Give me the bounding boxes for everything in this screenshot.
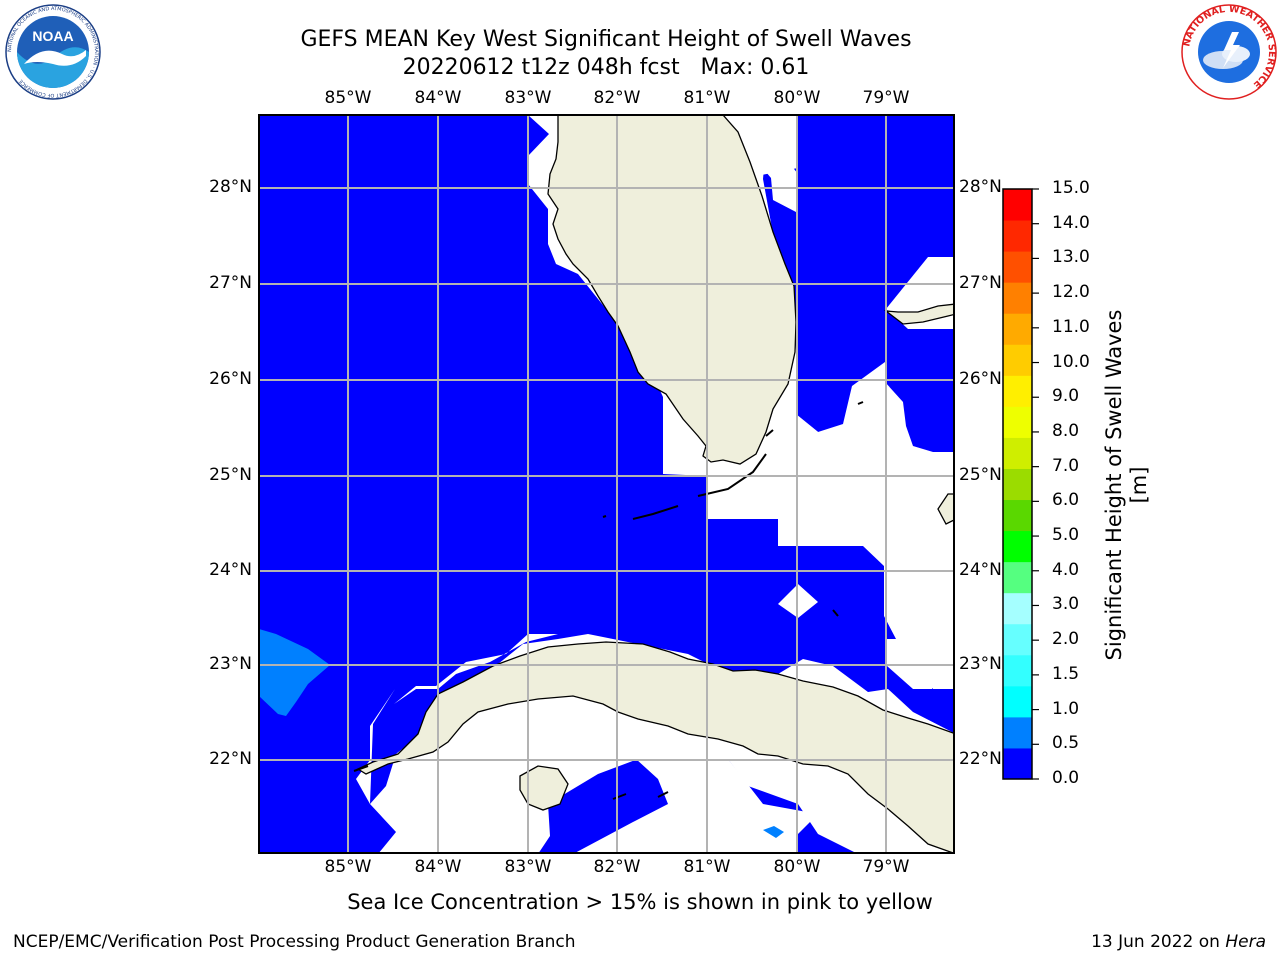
- lon-label-top: 83°W: [504, 88, 552, 108]
- colorbar-label: Significant Height of Swell Waves [m]: [1102, 309, 1151, 661]
- lat-label-left: 26°N: [209, 369, 252, 389]
- map-frame: [258, 114, 955, 854]
- lon-label-bottom: 85°W: [324, 857, 372, 877]
- lon-label-top: 80°W: [773, 88, 821, 108]
- lat-label-right: 22°N: [959, 749, 1002, 769]
- lat-label-right: 23°N: [959, 654, 1002, 674]
- swell-height-map: [258, 114, 955, 854]
- noaa-logo: NATIONAL OCEANIC AND ATMOSPHERIC ADMINIS…: [5, 4, 101, 100]
- colorbar-tick-label: 9.0: [1052, 386, 1080, 407]
- colorbar-tick-label: 14.0: [1052, 212, 1090, 233]
- colorbar-swatch: [1003, 685, 1032, 718]
- footer-host: Hera: [1225, 932, 1266, 952]
- colorbar-swatch: [1003, 437, 1032, 469]
- colorbar-tick-label: 6.0: [1052, 490, 1080, 511]
- colorbar-tick-label: 10.0: [1052, 351, 1090, 372]
- colorbar-tick-label: 11.0: [1052, 316, 1090, 337]
- colorbar-swatch: [1003, 344, 1032, 376]
- field-0.5-1.0-patch: [259, 629, 330, 716]
- colorbar-swatch: [1003, 530, 1032, 563]
- colorbar-tick-label: 1.0: [1052, 698, 1080, 719]
- nws-logo: NATIONAL WEATHER SERVICE: [1181, 4, 1277, 100]
- lat-label-left: 22°N: [209, 749, 252, 769]
- colorbar-swatch: [1003, 592, 1032, 625]
- bahamas-andros: [937, 493, 953, 525]
- colorbar-tick-label: 15.0: [1052, 178, 1090, 198]
- colorbar-tick-label: 12.0: [1052, 282, 1090, 303]
- colorbar-swatch: [1003, 468, 1032, 501]
- footer-date-text: 13 Jun 2022 on: [1091, 932, 1226, 952]
- lon-label-bottom: 84°W: [414, 857, 462, 877]
- lat-label-left: 27°N: [209, 273, 252, 293]
- lon-label-top: 84°W: [414, 88, 462, 108]
- lon-label-bottom: 82°W: [593, 857, 641, 877]
- keys-outline: [353, 401, 864, 800]
- colorbar: [1002, 188, 1039, 780]
- colorbar-swatch: [1003, 654, 1032, 687]
- lat-label-left: 28°N: [209, 177, 252, 197]
- lon-label-top: 81°W: [683, 88, 731, 108]
- colorbar-tick-label: 1.5: [1052, 663, 1080, 684]
- lat-label-left: 24°N: [209, 560, 252, 580]
- lon-label-bottom: 81°W: [683, 857, 731, 877]
- colorbar-tick-label: 3.0: [1052, 594, 1080, 615]
- colorbar-tick-label: 8.0: [1052, 420, 1080, 441]
- lon-label-bottom: 83°W: [504, 857, 552, 877]
- colorbar-swatch: [1003, 716, 1032, 749]
- sea-ice-note: Sea Ice Concentration > 15% is shown in …: [347, 890, 933, 914]
- graticule: [259, 115, 953, 852]
- lat-label-right: 28°N: [959, 177, 1002, 197]
- colorbar-tick-label: 0.0: [1052, 768, 1080, 788]
- colorbar-tick-label: 2.0: [1052, 629, 1080, 650]
- lat-label-right: 26°N: [959, 369, 1002, 389]
- cuba: [356, 641, 953, 852]
- lat-label-left: 25°N: [209, 465, 252, 485]
- footer-date: 13 Jun 2022 on Hera: [1091, 932, 1266, 952]
- forecast-subtitle: 20220612 t12z 048h fcst Max: 0.61: [402, 55, 810, 80]
- colorbar-swatch: [1003, 499, 1032, 532]
- colorbar-swatch: [1003, 561, 1032, 594]
- page-title: GEFS MEAN Key West Significant Height of…: [300, 27, 912, 52]
- colorbar-swatch: [1003, 313, 1032, 345]
- colorbar-swatch: [1003, 189, 1032, 221]
- colorbar-swatch: [1003, 220, 1032, 252]
- isle-of-youth: [519, 765, 569, 811]
- colorbar-swatch: [1003, 251, 1032, 283]
- colorbar-tick-label: 0.5: [1052, 733, 1080, 754]
- land-masses: [356, 115, 953, 852]
- colorbar-tick-label: 4.0: [1052, 559, 1080, 580]
- colorbar-swatch: [1003, 406, 1032, 438]
- lat-label-right: 27°N: [959, 273, 1002, 293]
- lon-label-top: 79°W: [862, 88, 910, 108]
- lat-label-left: 23°N: [209, 654, 252, 674]
- bahamas-grand: [883, 303, 953, 325]
- lon-label-bottom: 80°W: [773, 857, 821, 877]
- lon-label-top: 85°W: [324, 88, 372, 108]
- lon-label-bottom: 79°W: [862, 857, 910, 877]
- colorbar-frame: [1002, 188, 1033, 780]
- colorbar-tick-label: 13.0: [1052, 247, 1090, 268]
- colorbar-swatch: [1003, 747, 1032, 780]
- colorbar-swatch: [1003, 282, 1032, 314]
- florida: [547, 115, 797, 465]
- footer-credit: NCEP/EMC/Verification Post Processing Pr…: [13, 932, 576, 952]
- lat-label-right: 25°N: [959, 465, 1002, 485]
- colorbar-tick-label: 5.0: [1052, 525, 1080, 546]
- noaa-logo-text: NOAA: [32, 28, 73, 44]
- lon-label-top: 82°W: [593, 88, 641, 108]
- lat-label-right: 24°N: [959, 560, 1002, 580]
- colorbar-swatch: [1003, 623, 1032, 656]
- colorbar-swatch: [1003, 375, 1032, 407]
- colorbar-tick-label: 7.0: [1052, 455, 1080, 476]
- field-0.5-1.0-dot: [763, 826, 784, 838]
